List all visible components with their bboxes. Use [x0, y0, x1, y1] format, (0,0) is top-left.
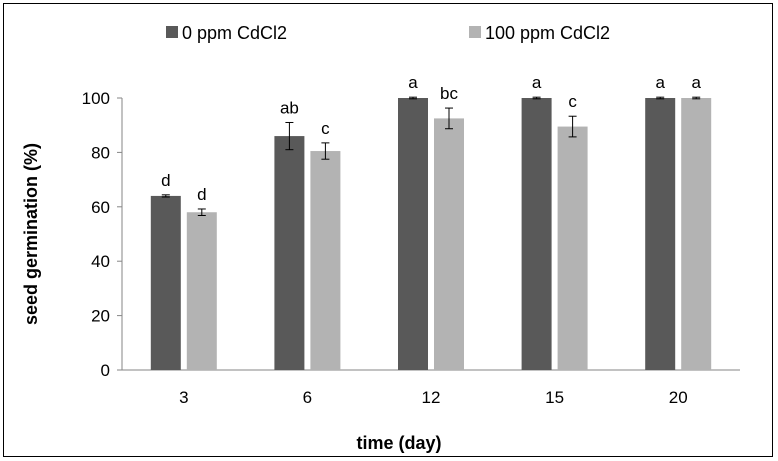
- legend-label-0: 0 ppm CdCl2: [182, 23, 287, 43]
- bar-s0-c4: [645, 98, 676, 370]
- bar-s0-c3: [521, 98, 552, 370]
- legend-swatch-1: [469, 26, 481, 38]
- y-tick-label-3: 60: [91, 198, 110, 217]
- legend: 0 ppm CdCl2 100 ppm CdCl2: [166, 23, 610, 43]
- y-axis-title: seed germination (%): [21, 143, 41, 325]
- bar-s1-c0: [186, 212, 217, 370]
- bar-s0-c0: [150, 195, 181, 370]
- significance-letter-s0-c4: a: [655, 73, 665, 92]
- x-tick-label-3: 15: [545, 388, 564, 407]
- x-tick-label-0: 3: [179, 388, 188, 407]
- y-tick-label-1: 20: [91, 307, 110, 326]
- chart-frame: [3, 3, 773, 457]
- significance-letter-s0-c3: a: [532, 73, 542, 92]
- x-tick-label-2: 12: [422, 388, 441, 407]
- legend-swatch-0: [166, 26, 178, 38]
- bar-s0-c2: [398, 98, 428, 370]
- significance-letter-s1-c4: a: [691, 73, 701, 92]
- y-tick-label-4: 80: [91, 143, 110, 162]
- bar-s1-c4: [681, 98, 712, 370]
- x-tick-label-4: 20: [669, 388, 688, 407]
- y-tick-label-5: 100: [82, 89, 110, 108]
- bar-s1-c1: [310, 151, 341, 370]
- x-axis-title: time (day): [356, 433, 441, 453]
- significance-letter-s1-c1: c: [321, 119, 330, 138]
- significance-letter-s1-c0: d: [197, 185, 206, 204]
- significance-letter-s1-c2: bc: [440, 84, 458, 103]
- x-tick-label-1: 6: [303, 388, 312, 407]
- bar-s1-c2: [434, 118, 464, 371]
- legend-label-1: 100 ppm CdCl2: [485, 23, 610, 43]
- significance-letter-s0-c1: ab: [280, 98, 299, 117]
- y-tick-label-2: 40: [91, 252, 110, 271]
- significance-letter-s0-c0: d: [161, 171, 170, 190]
- bar-s0-c1: [274, 136, 305, 370]
- bar-s1-c3: [557, 126, 588, 370]
- significance-letter-s0-c2: a: [408, 73, 418, 92]
- y-tick-label-0: 0: [101, 361, 110, 380]
- significance-letter-s1-c3: c: [568, 92, 577, 111]
